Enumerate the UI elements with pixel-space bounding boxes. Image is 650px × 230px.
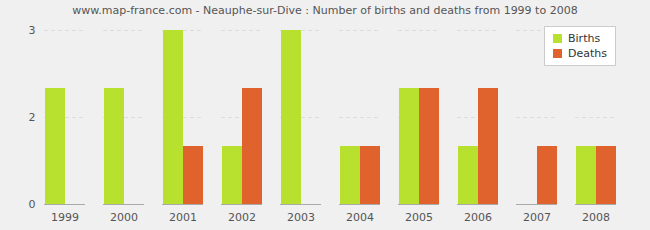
svg-text:3: 3 bbox=[29, 24, 36, 37]
svg-text:2000: 2000 bbox=[110, 211, 138, 224]
svg-text:0: 0 bbox=[29, 198, 36, 211]
svg-text:2008: 2008 bbox=[582, 211, 610, 224]
html-text:www.map-france.com - Neauphe-s: www.map-france.com - Neauphe-sur-Dive : … bbox=[72, 4, 578, 17]
svg-text:2004: 2004 bbox=[346, 211, 374, 224]
svg-text:2002: 2002 bbox=[228, 211, 256, 224]
svg-text:2007: 2007 bbox=[523, 211, 551, 224]
html-text:Deaths: Deaths bbox=[568, 47, 607, 60]
svg-text:1999: 1999 bbox=[51, 211, 79, 224]
svg-text:2005: 2005 bbox=[405, 211, 433, 224]
html-text:Births: Births bbox=[568, 32, 601, 45]
svg-text:2003: 2003 bbox=[287, 211, 315, 224]
svg-text:2006: 2006 bbox=[464, 211, 492, 224]
svg-text:2001: 2001 bbox=[169, 211, 197, 224]
svg-text:2: 2 bbox=[29, 111, 36, 124]
